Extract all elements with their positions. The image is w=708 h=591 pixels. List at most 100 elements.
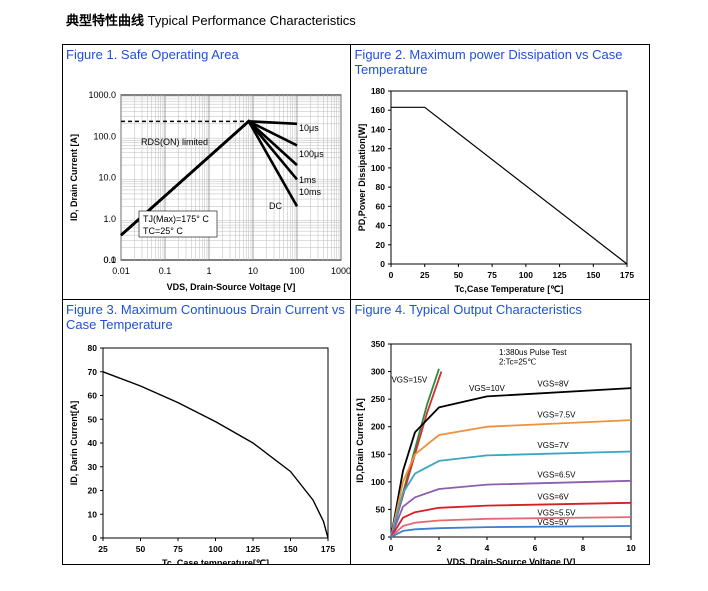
y-tick-label: 350 — [371, 339, 385, 349]
x-tick-label: 0 — [389, 543, 394, 553]
heading-en: Typical Performance Characteristics — [147, 13, 356, 28]
series-label: VGS=7.5V — [538, 410, 577, 419]
y-tick-label: 60 — [88, 391, 98, 401]
y-tick-label: 1.0 — [103, 214, 116, 224]
x-tick-label: 2 — [437, 543, 442, 553]
y-tick-label: 120 — [371, 144, 385, 154]
series-label: VGS=15V — [392, 376, 428, 385]
series-label: VGS=5V — [538, 518, 570, 527]
x-tick-label: 25 — [98, 544, 108, 554]
y-tick-label: 0 — [381, 259, 386, 269]
label-100us: 100μs — [299, 149, 324, 159]
label-1ms: 1ms — [299, 175, 317, 185]
figure-1-cell: Figure 1. Safe Operating Area 0.01 0.1 1 10… — [61, 44, 352, 300]
x-tick-label: 6 — [533, 543, 538, 553]
series-line-VGS=5.5V — [390, 516, 632, 538]
x-tick-label: 1 — [206, 266, 211, 276]
series-label: VGS=6.5V — [538, 470, 577, 479]
plot-area — [390, 343, 632, 538]
y-tick-label: 200 — [371, 422, 385, 432]
x-tick-label: 25 — [420, 270, 430, 280]
y-axis-label: ID,Drain Current [A] — [355, 398, 365, 483]
y-tick-label: 50 — [376, 504, 386, 514]
series-label: VGS=6V — [538, 493, 570, 502]
y-tick-label: 100 — [371, 477, 385, 487]
x-tick-label: 125 — [553, 270, 567, 280]
label-dc: DC — [269, 201, 282, 211]
y-tick-label: 30 — [88, 462, 98, 472]
figure-1-caption: Figure 1. Safe Operating Area — [66, 47, 239, 62]
soa-series-10μs — [120, 119, 298, 237]
figure-3-caption: Figure 3. Maximum Continuous Drain Curre… — [66, 302, 345, 332]
x-axis-label: VDS, Drain-Source Voltage [V] — [167, 282, 296, 292]
series-line-VGS=5V — [391, 525, 632, 538]
series-label: VGS=7V — [538, 441, 570, 450]
y-tick-label: 1000.0 — [88, 90, 116, 100]
x-tick-label: 1000 — [331, 266, 351, 276]
x-tick-label: 4 — [485, 543, 490, 553]
x-tick-label: 0 — [389, 270, 394, 280]
y-tick-label: 70 — [88, 367, 98, 377]
series-line-VGS=7V — [390, 450, 632, 538]
series-label: VGS=5.5V — [538, 508, 577, 517]
rds-on-label: RDS(ON) limited — [141, 137, 208, 147]
x-tick-label: 75 — [488, 270, 498, 280]
y-tick-label: 80 — [376, 182, 386, 192]
x-tick-label: 0.01 — [112, 266, 130, 276]
x-axis-label: VDS, Drain-Source Voltage [V] — [447, 557, 576, 564]
y-tick-label: 180 — [371, 86, 385, 96]
x-tick-label: 50 — [454, 270, 464, 280]
x-tick-label: 150 — [283, 544, 297, 554]
y-tick-label: 300 — [371, 367, 385, 377]
plot-area — [102, 347, 329, 539]
series-line-VGS=8V — [390, 387, 632, 538]
figure-2-cell: Figure 2. Maximum power Dissipation vs C… — [350, 44, 650, 300]
series-line-0 — [391, 106, 628, 265]
x-tick-label: 100 — [208, 544, 222, 554]
x-axis-label: Tc, Case temperature[℃] — [162, 558, 269, 564]
y-tick-label: 10 — [88, 509, 98, 519]
y-tick-label: 50 — [88, 414, 98, 424]
x-tick-label: 10 — [627, 543, 637, 553]
tj-max-label: TJ(Max)=175° C — [143, 214, 209, 224]
figure-grid: Figure 1. Safe Operating Area 0.01 0.1 1 10… — [61, 44, 650, 565]
label-10ms: 10ms — [299, 187, 322, 197]
series-line-0 — [102, 371, 329, 539]
y-tick-label: 40 — [88, 438, 98, 448]
figure-2-caption: Figure 2. Maximum power Dissipation vs C… — [354, 47, 623, 77]
y-tick-label: 80 — [88, 343, 98, 353]
figure-3-cell: Figure 3. Maximum Continuous Drain Curre… — [61, 299, 352, 565]
y-tick-label: 0.1 — [103, 255, 116, 265]
drain-current-chart: 25 50 75 100 125 150 175 0 10 20 30 40 50 60 70 80 Tc, C… — [69, 343, 335, 564]
x-tick-label: 8 — [581, 543, 586, 553]
y-tick-label: 140 — [371, 124, 385, 134]
y-tick-label: 150 — [371, 449, 385, 459]
tc-label: TC=25° C — [143, 226, 183, 236]
condition-box — [138, 210, 218, 238]
x-tick-label: 0.1 — [159, 266, 172, 276]
x-tick-label: 125 — [246, 544, 260, 554]
note-pulse-test: 1:380us Pulse Test — [499, 348, 567, 357]
series-line-VGS=6V — [390, 501, 632, 538]
y-tick-label: 20 — [88, 486, 98, 496]
heading-cn: 典型特性曲线 — [66, 14, 145, 29]
x-tick-label: 150 — [587, 270, 601, 280]
x-tick-label: 75 — [173, 544, 183, 554]
series-label: VGS=10V — [469, 384, 505, 393]
x-axis-label: Tc,Case Temperature [℃] — [455, 284, 564, 294]
figure-4-caption: Figure 4. Typical Output Characteristics — [354, 302, 582, 317]
y-axis-label: ID, Drain Current [A] — [69, 134, 79, 221]
page-heading: 典型特性曲线 Typical Performance Characteristi… — [66, 10, 356, 29]
x-tick-label: 175 — [620, 270, 634, 280]
x-tick-label: 175 — [321, 544, 335, 554]
y-tick-label: 100 — [371, 163, 385, 173]
plot-area — [390, 90, 628, 265]
y-tick-label: 250 — [371, 394, 385, 404]
series-line-VGS=6.5V — [390, 479, 632, 538]
note-tc: 2:Tc=25℃ — [499, 357, 536, 366]
series-line-VGS=7.5V — [390, 419, 632, 538]
y-tick-label: 40 — [376, 221, 386, 231]
y-tick-label: 0 — [92, 533, 97, 543]
y-axis-label: PD,Power Dissipation[W] — [357, 124, 367, 232]
